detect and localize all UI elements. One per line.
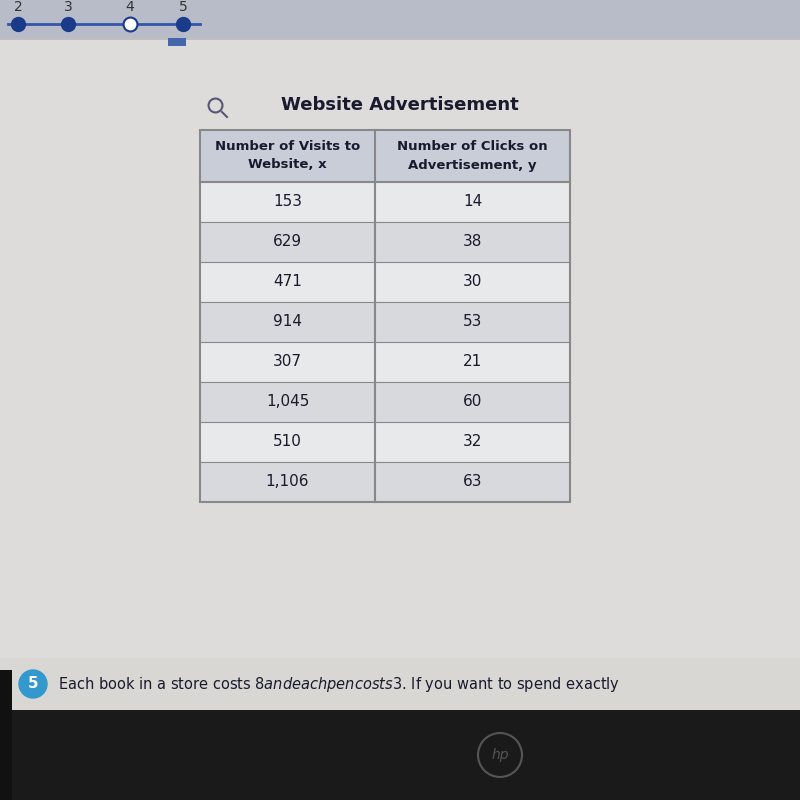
Bar xyxy=(0,658,800,710)
Text: 5: 5 xyxy=(28,677,38,691)
Text: 914: 914 xyxy=(273,314,302,330)
Bar xyxy=(200,130,570,182)
Bar xyxy=(200,422,570,462)
Text: 30: 30 xyxy=(463,274,482,290)
Text: 60: 60 xyxy=(463,394,482,410)
Text: 1,106: 1,106 xyxy=(266,474,310,490)
Text: Website, x: Website, x xyxy=(248,158,327,171)
Text: Advertisement, y: Advertisement, y xyxy=(408,158,537,171)
Bar xyxy=(0,710,800,800)
Bar xyxy=(0,670,12,800)
Bar xyxy=(200,342,570,382)
Text: 38: 38 xyxy=(463,234,482,250)
Text: 5: 5 xyxy=(178,0,187,14)
Bar xyxy=(0,40,800,710)
Bar xyxy=(200,462,570,502)
Bar xyxy=(200,222,570,262)
Text: Number of Visits to: Number of Visits to xyxy=(215,141,360,154)
Bar xyxy=(168,38,186,46)
Bar xyxy=(200,382,570,422)
Text: 32: 32 xyxy=(463,434,482,450)
Bar xyxy=(0,0,800,38)
Text: 2: 2 xyxy=(14,0,22,14)
Text: 14: 14 xyxy=(463,194,482,210)
Text: 629: 629 xyxy=(273,234,302,250)
Text: 153: 153 xyxy=(273,194,302,210)
Text: 471: 471 xyxy=(273,274,302,290)
Text: Each book in a store costs $8 and each pen costs $3. If you want to spend exactl: Each book in a store costs $8 and each p… xyxy=(58,674,620,694)
Text: hp: hp xyxy=(491,748,509,762)
Text: 4: 4 xyxy=(126,0,134,14)
Circle shape xyxy=(19,670,47,698)
Text: 21: 21 xyxy=(463,354,482,370)
Text: 307: 307 xyxy=(273,354,302,370)
Text: Number of Clicks on: Number of Clicks on xyxy=(397,141,548,154)
Bar xyxy=(200,262,570,302)
Text: 53: 53 xyxy=(463,314,482,330)
Text: Website Advertisement: Website Advertisement xyxy=(281,96,519,114)
Text: 1,045: 1,045 xyxy=(266,394,309,410)
Text: 3: 3 xyxy=(64,0,72,14)
Bar xyxy=(200,182,570,222)
Bar xyxy=(200,302,570,342)
Text: 510: 510 xyxy=(273,434,302,450)
Text: 63: 63 xyxy=(462,474,482,490)
Bar xyxy=(200,130,570,502)
